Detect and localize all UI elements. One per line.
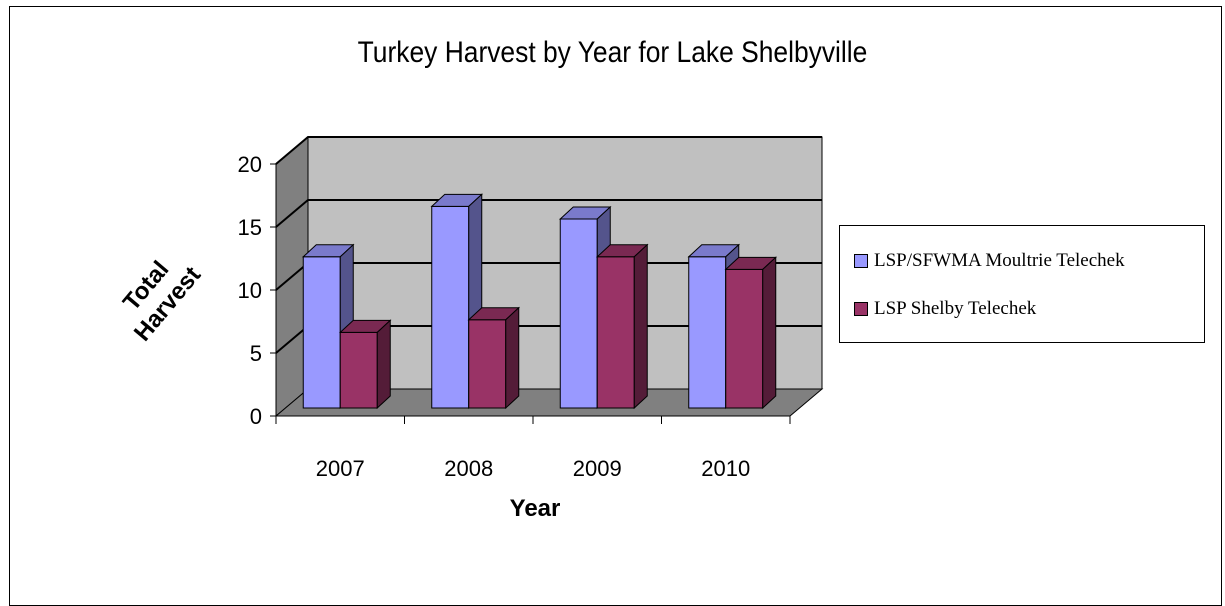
bar-2007-series-2	[339, 331, 378, 409]
gridline	[275, 199, 822, 228]
y-tick-label: 20	[238, 152, 262, 177]
bar-side-2007-series-2	[376, 319, 391, 410]
bar-2010-series-1	[688, 256, 727, 409]
gridline	[275, 136, 822, 165]
bar-2009-series-1	[559, 218, 598, 409]
y-tick-label: 0	[250, 404, 262, 429]
y-tick-label: 10	[238, 278, 262, 303]
legend-item-series-2: LSP Shelby Telechek	[854, 298, 1036, 320]
x-tick-label: 2008	[444, 456, 493, 481]
bar-side-2009-series-2	[633, 243, 648, 410]
y-tick-label: 5	[250, 341, 262, 366]
bar-2007-series-1	[302, 256, 341, 409]
bar-2008-series-1	[431, 205, 470, 409]
chart-legend: LSP/SFWMA Moultrie Telechek LSP Shelby T…	[839, 225, 1205, 343]
bar-2008-series-2	[468, 319, 507, 409]
x-tick-label: 2007	[316, 456, 365, 481]
x-tick-label: 2010	[701, 456, 750, 481]
x-tick-label: 2009	[573, 456, 622, 481]
legend-label-series-1: LSP/SFWMA Moultrie Telechek	[874, 250, 1125, 271]
chart-title: Turkey Harvest by Year for Lake Shelbyvi…	[357, 36, 868, 69]
x-axis-title: Year	[510, 495, 561, 522]
legend-label-series-2: LSP Shelby Telechek	[874, 298, 1037, 319]
legend-swatch-series-1	[854, 254, 868, 268]
bar-2009-series-2	[596, 256, 635, 409]
bar-side-2010-series-2	[762, 256, 777, 410]
legend-swatch-series-2	[854, 302, 868, 316]
legend-item-series-1: LSP/SFWMA Moultrie Telechek	[854, 250, 1125, 272]
bar-2010-series-2	[725, 268, 764, 409]
y-tick-label: 15	[238, 215, 262, 240]
bar-side-2008-series-2	[505, 306, 520, 410]
y-axis-title: TotalHarvest	[107, 244, 206, 347]
bar-chart-3d: 0 5 10 15 20 2007 2008 2009 2010 Year TotalHarvest	[107, 135, 824, 522]
